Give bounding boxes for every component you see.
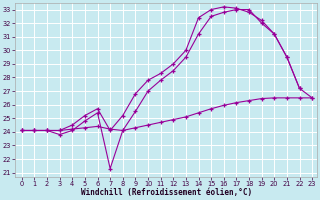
X-axis label: Windchill (Refroidissement éolien,°C): Windchill (Refroidissement éolien,°C)	[81, 188, 252, 197]
